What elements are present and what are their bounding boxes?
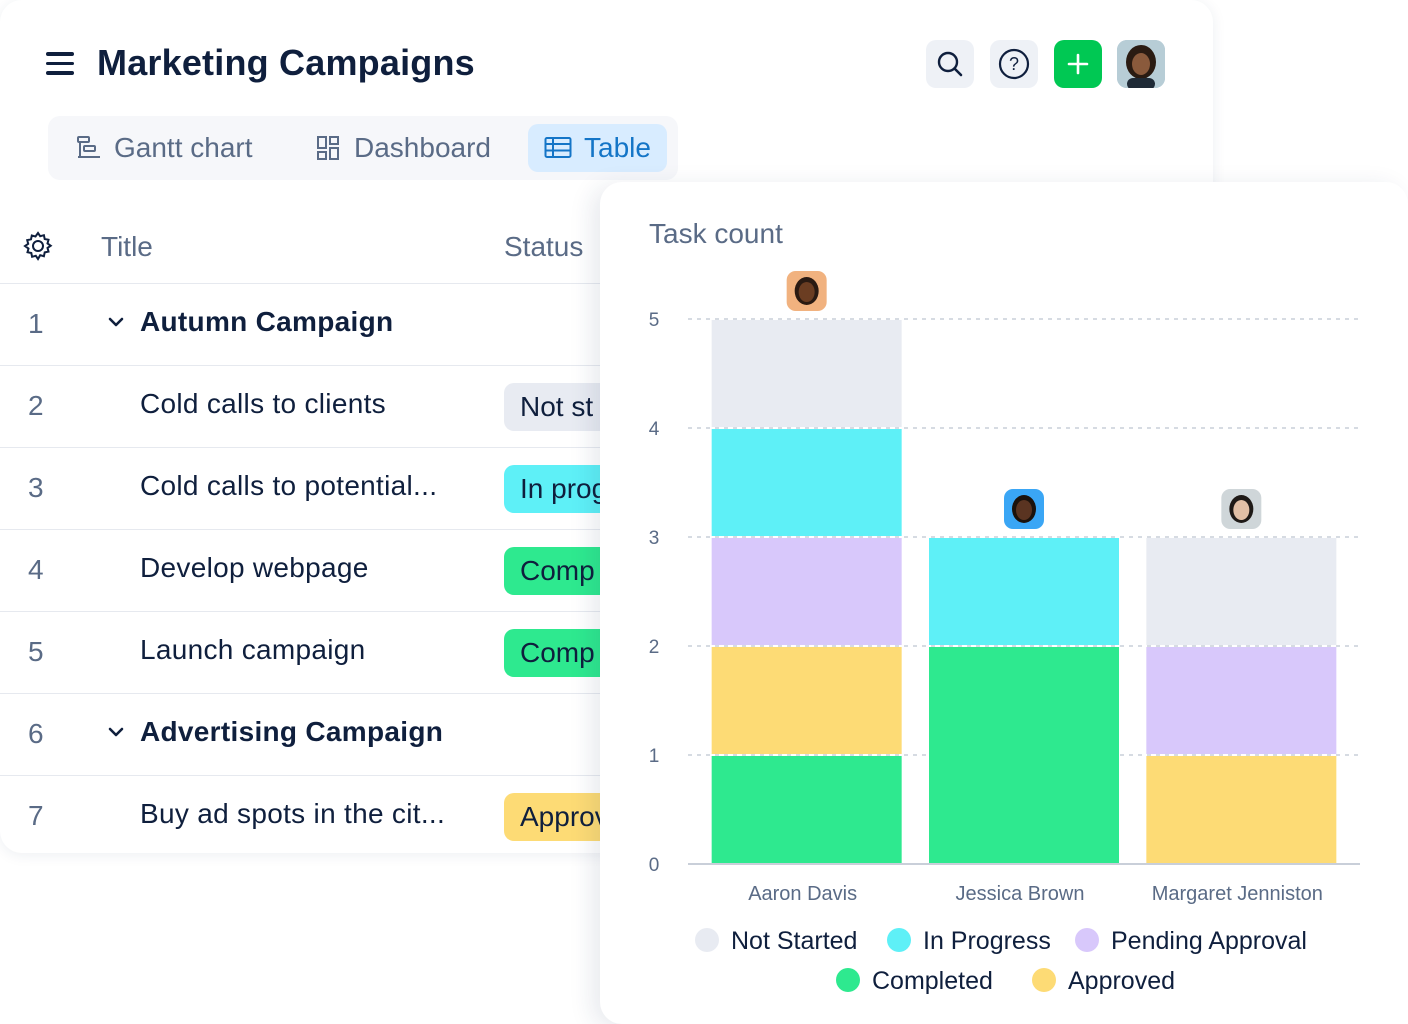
avatar-face	[798, 282, 815, 302]
chevron-down-icon[interactable]	[106, 312, 126, 332]
row-number: 7	[28, 800, 44, 831]
avatar-face	[1233, 500, 1250, 520]
row-number: 3	[28, 472, 44, 503]
tab-table[interactable]: Table	[528, 124, 667, 172]
x-tick-label: Margaret Jenniston	[1152, 883, 1323, 905]
chevron-down-icon[interactable]	[106, 722, 126, 742]
tab-label: Table	[584, 132, 651, 163]
y-tick-label: 4	[649, 419, 660, 440]
task-title[interactable]: Cold calls to clients	[140, 388, 386, 419]
x-tick-label: Aaron Davis	[748, 883, 857, 905]
legend-label[interactable]: Approved	[1068, 967, 1175, 995]
table-icon	[544, 137, 572, 158]
bar-segment[interactable]	[1146, 647, 1337, 754]
tab-gantt-chart[interactable]: Gantt chart	[60, 124, 269, 172]
legend-swatch	[1032, 968, 1056, 992]
menu-icon[interactable]	[46, 52, 78, 78]
bar-segment[interactable]	[711, 320, 902, 427]
y-tick-label: 1	[649, 746, 660, 767]
page-title: Marketing Campaigns	[97, 42, 475, 83]
gantt-icon	[77, 136, 100, 158]
gear-icon[interactable]	[22, 230, 54, 262]
legend-swatch	[836, 968, 860, 992]
column-header-status[interactable]: Status	[504, 231, 584, 262]
legend-label[interactable]: Pending Approval	[1111, 927, 1307, 955]
tab-dashboard[interactable]: Dashboard	[300, 124, 507, 172]
group-title[interactable]: Autumn Campaign	[140, 306, 394, 337]
task-title[interactable]: Cold calls to potential...	[140, 470, 438, 501]
task-title[interactable]: Buy ad spots in the cit...	[140, 798, 446, 829]
row-number: 4	[28, 554, 44, 585]
y-tick-label: 3	[649, 528, 660, 549]
tab-label: Gantt chart	[114, 132, 253, 163]
legend-swatch	[695, 928, 719, 952]
dashboard-icon	[317, 136, 339, 160]
help-icon: ?	[998, 48, 1030, 80]
avatar-face	[1016, 500, 1032, 520]
help-button[interactable]: ?	[990, 40, 1038, 88]
task-count-chart: 0 1 2 3 4 5 Aaron Davis Jessica Brown Margaret J…	[649, 271, 1360, 995]
add-button[interactable]	[1054, 40, 1102, 88]
row-number: 1	[28, 308, 44, 339]
bar-segment[interactable]	[711, 756, 902, 863]
bar-segment[interactable]	[929, 538, 1119, 645]
column-header-title[interactable]: Title	[101, 231, 153, 262]
task-title[interactable]: Develop webpage	[140, 552, 369, 583]
plus-icon	[1067, 53, 1089, 75]
bar-segment[interactable]	[929, 647, 1119, 863]
user-avatar[interactable]	[1117, 40, 1165, 88]
legend-swatch	[887, 928, 911, 952]
y-tick-label: 5	[649, 310, 660, 331]
bar-segment[interactable]	[1146, 538, 1337, 645]
bar-segment[interactable]	[711, 538, 902, 645]
search-button[interactable]	[926, 40, 974, 88]
legend-label[interactable]: Not Started	[731, 927, 857, 955]
task-title[interactable]: Launch campaign	[140, 634, 366, 665]
legend-swatch	[1075, 928, 1099, 952]
tab-label: Dashboard	[354, 132, 491, 163]
svg-text:?: ?	[1009, 54, 1019, 74]
bar-segment[interactable]	[1146, 756, 1337, 863]
task-count-chart-card: Task count 0 1 2 3 4 5 Aaron Davis Jessica Brow…	[600, 182, 1408, 1024]
row-number: 6	[28, 718, 44, 749]
header: Marketing Campaigns ? Gantt chart Dashbo…	[0, 0, 1213, 185]
legend-label[interactable]: Completed	[872, 967, 993, 995]
row-number: 5	[28, 636, 44, 667]
search-icon	[937, 51, 963, 77]
bar-segment[interactable]	[711, 647, 902, 754]
legend-label[interactable]: In Progress	[923, 927, 1051, 955]
group-title[interactable]: Advertising Campaign	[140, 716, 444, 747]
row-number: 2	[28, 390, 44, 421]
bar-segment[interactable]	[711, 429, 902, 536]
chart-title: Task count	[649, 218, 783, 249]
x-tick-label: Jessica Brown	[956, 883, 1085, 905]
y-tick-label: 0	[649, 855, 660, 876]
view-tabs: Gantt chart Dashboard Table	[48, 116, 678, 180]
y-tick-label: 2	[649, 637, 660, 658]
